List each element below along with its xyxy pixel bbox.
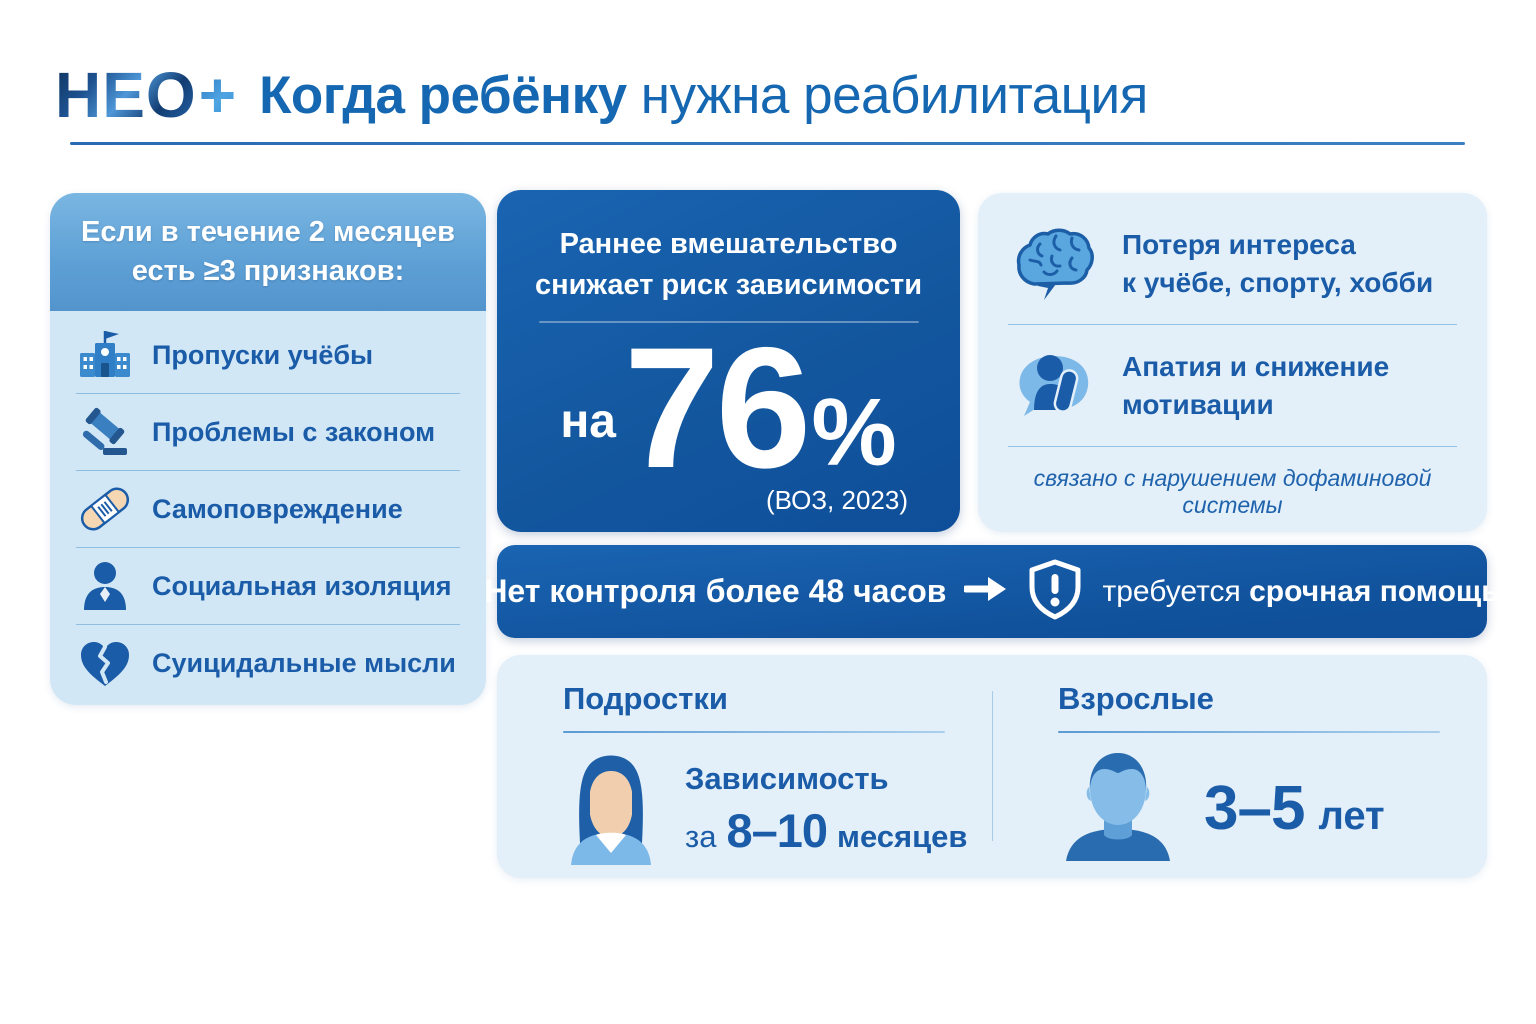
stat-panel: Раннее вмешательство снижает риск зависи… — [497, 190, 960, 532]
alert-text-regular: требуется — [1102, 574, 1250, 608]
adults-title: Взрослые — [1058, 681, 1214, 716]
stat-heading-line2: снижает риск зависимости — [534, 268, 923, 301]
list-item: Проблемы с законом — [76, 394, 460, 471]
symptom-text: Апатия и снижение мотивации — [1122, 348, 1389, 424]
logo-text: НЕО — [55, 59, 197, 131]
stat-prefix: на — [560, 395, 616, 449]
adults-title-rule — [1058, 731, 1440, 733]
adults-text: 3–5 лет — [1204, 773, 1385, 866]
signs-list: Пропуски учёбы Проблемы с законом — [50, 311, 486, 702]
gavel-icon — [76, 403, 134, 461]
signs-header-line2: есть ≥3 признаков: — [131, 255, 405, 287]
teens-prefix: за — [685, 819, 717, 854]
apathy-icon — [1008, 340, 1100, 432]
school-icon — [76, 326, 134, 384]
list-item: Апатия и снижение мотивации — [1008, 325, 1457, 447]
symptom-line1: Потеря интереса — [1122, 228, 1356, 260]
list-item: Социальная изоляция — [76, 548, 460, 625]
sign-label: Проблемы с законом — [152, 416, 436, 447]
stat-percent-sign: % — [811, 379, 897, 487]
arrow-right-icon — [962, 574, 1008, 609]
adults-column: Взрослые 3–5 лет — [992, 655, 1487, 878]
adults-suffix: лет — [1318, 794, 1385, 838]
stat-value: 76 — [624, 312, 811, 505]
sign-label: Суицидальные мысли — [152, 648, 456, 678]
header: НЕО + Когда ребёнку нужна реабилитация — [55, 50, 1485, 140]
header-divider — [70, 142, 1465, 145]
teens-value: 8–10 — [726, 804, 828, 857]
teens-line1: Зависимость — [685, 761, 889, 796]
page-title-bold: Когда ребёнку — [259, 65, 627, 125]
symptom-line2: к учёбе, спорту, хобби — [1122, 266, 1434, 298]
adult-man-avatar — [1058, 741, 1178, 866]
timeline-panel: Подростки Зависимость — [497, 655, 1487, 878]
bandage-icon — [76, 480, 134, 538]
signs-panel: Если в течение 2 месяцев есть ≥3 признак… — [50, 193, 486, 705]
list-item: Пропуски учёбы — [76, 317, 460, 394]
stat-value-row: на 76 % — [497, 312, 960, 505]
brain-icon — [1008, 218, 1100, 310]
list-item: Суицидальные мысли — [76, 625, 460, 702]
signs-panel-header: Если в течение 2 месяцев есть ≥3 признак… — [50, 193, 486, 311]
adults-value: 3–5 — [1204, 774, 1305, 843]
shield-exclamation-icon — [1026, 558, 1084, 625]
stat-heading: Раннее вмешательство снижает риск зависи… — [497, 224, 960, 305]
alert-text-bold: срочная помощь — [1249, 574, 1500, 608]
page-title-regular: нужна реабилитация — [626, 65, 1149, 125]
alert-text-left: Нет контроля более 48 часов — [484, 573, 947, 609]
symptoms-panel: Потеря интереса к учёбе, спорту, хобби А… — [978, 193, 1487, 532]
teens-text: Зависимость за 8–10 месяцев — [685, 761, 967, 870]
teen-girl-avatar — [563, 741, 659, 870]
stat-source: (ВОЗ, 2023) — [765, 485, 908, 516]
person-icon — [76, 557, 134, 615]
page-title: Когда ребёнку нужна реабилитация — [259, 65, 1148, 126]
symptom-line1: Апатия и снижение — [1122, 350, 1390, 382]
symptom-text: Потеря интереса к учёбе, спорту, хобби — [1122, 226, 1433, 302]
alert-text-right: требуется срочная помощь — [1102, 575, 1499, 609]
sign-label: Социальная изоляция — [152, 570, 452, 601]
teens-title-rule — [563, 731, 945, 733]
teens-column: Подростки Зависимость — [497, 655, 992, 878]
teens-title: Подростки — [563, 681, 728, 716]
sign-label: Самоповреждение — [152, 493, 403, 524]
logo-plus-icon: + — [198, 59, 238, 131]
neo-plus-logo: НЕО + — [55, 58, 237, 132]
list-item: Потеря интереса к учёбе, спорту, хобби — [1008, 203, 1457, 325]
timeline-divider — [992, 691, 993, 841]
teens-line2: за 8–10 месяцев — [685, 803, 967, 858]
dopamine-note: связано с нарушением дофаминовой системы — [1033, 465, 1432, 518]
symptom-line2: мотивации — [1122, 388, 1274, 420]
list-item: Самоповреждение — [76, 471, 460, 548]
broken-heart-icon — [76, 635, 134, 693]
stat-heading-line1: Раннее вмешательство — [559, 228, 898, 260]
teens-suffix: месяцев — [837, 819, 968, 854]
sign-label: Пропуски учёбы — [152, 339, 374, 370]
alert-banner: Нет контроля более 48 часов требуется ср… — [484, 545, 1500, 638]
signs-header-line1: Если в течение 2 месяцев — [81, 215, 455, 248]
stat-divider — [538, 321, 919, 324]
